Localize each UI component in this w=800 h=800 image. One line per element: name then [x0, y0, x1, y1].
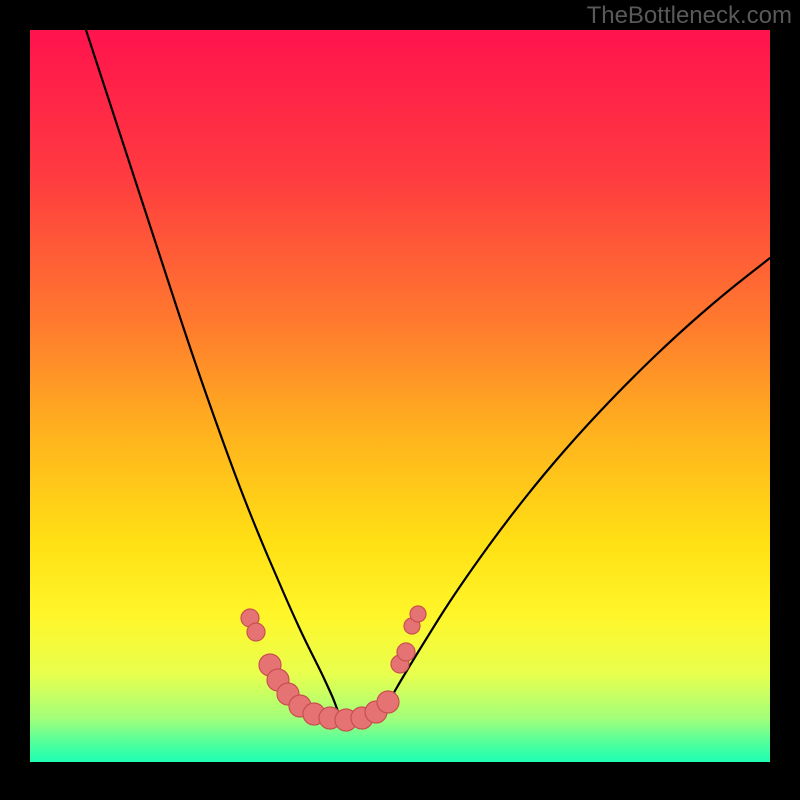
data-point-marker	[410, 606, 426, 622]
bottleneck-curve-chart	[30, 30, 770, 762]
data-point-marker	[247, 623, 265, 641]
chart-inner-area	[30, 30, 770, 762]
data-point-marker	[377, 691, 399, 713]
chart-frame: TheBottleneck.com	[0, 0, 800, 800]
data-point-marker	[397, 643, 415, 661]
watermark-text: TheBottleneck.com	[587, 2, 792, 30]
